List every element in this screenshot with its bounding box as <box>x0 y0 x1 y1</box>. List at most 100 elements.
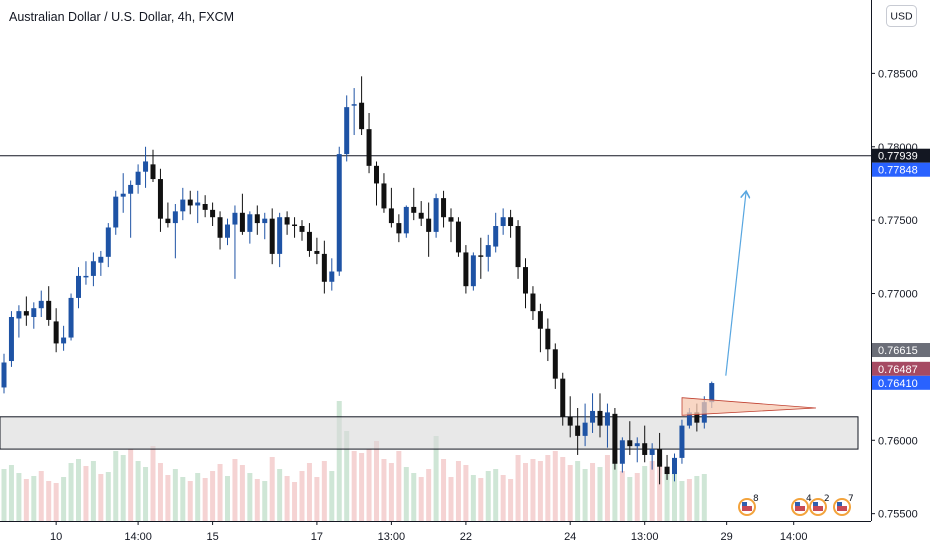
candle-body <box>254 214 260 224</box>
candle-body <box>515 226 521 268</box>
currency-button[interactable]: USD <box>886 5 917 27</box>
candle-body <box>560 378 566 417</box>
volume-bar <box>351 451 357 521</box>
volume-bar <box>411 473 417 521</box>
volume-bar <box>612 459 618 521</box>
volume-bar <box>418 477 424 521</box>
candle-body <box>277 217 283 254</box>
candle-body <box>239 212 245 232</box>
volume-bar <box>269 457 275 521</box>
candle <box>262 212 268 240</box>
event-marker-count: 8 <box>753 494 759 504</box>
event-markers[interactable]: 8 4 2 7 <box>738 494 854 516</box>
candle-body <box>38 300 44 309</box>
candle <box>344 95 350 162</box>
volume-bar <box>76 459 81 521</box>
candle <box>292 217 298 238</box>
support-zone[interactable] <box>0 416 859 450</box>
candle <box>619 437 625 473</box>
volume-bar <box>262 481 268 521</box>
candle-body <box>388 208 394 224</box>
volume-bar <box>232 459 238 521</box>
volume-bar <box>8 465 14 521</box>
triangle-pattern[interactable] <box>681 397 817 416</box>
volume-bar <box>500 475 506 521</box>
volume-bar <box>455 461 461 521</box>
candle <box>575 407 581 455</box>
candle <box>8 311 14 367</box>
volume-bar <box>470 475 476 521</box>
event-marker-count: 7 <box>848 494 854 504</box>
candle-body <box>590 410 596 423</box>
candle <box>195 190 201 224</box>
price-label: 0.77939 <box>872 148 930 163</box>
event-marker[interactable]: 8 <box>738 494 759 516</box>
time-tick-label: 13:00 <box>378 531 406 543</box>
candle-body <box>16 311 22 319</box>
volume-bar <box>426 469 432 521</box>
candle-body <box>493 226 499 247</box>
volume-bar <box>98 474 104 521</box>
volume-bar <box>225 476 230 521</box>
volume-bar <box>292 482 298 521</box>
candle <box>284 211 290 235</box>
price-label-text: 0.76487 <box>878 364 918 376</box>
event-marker[interactable]: 2 <box>809 494 830 516</box>
candle-body <box>98 256 104 263</box>
volume-bar <box>46 481 52 521</box>
event-marker[interactable]: 7 <box>833 494 854 516</box>
candle-body <box>329 271 335 282</box>
candle-body <box>351 104 357 106</box>
price-label-text: 0.77848 <box>878 165 918 177</box>
candle <box>277 212 283 268</box>
candle-body <box>411 206 417 213</box>
time-tick-label: 17 <box>311 531 323 543</box>
volume-bar <box>619 471 625 521</box>
candle-body <box>53 321 59 344</box>
candle-body <box>567 416 573 426</box>
volume-bar <box>396 451 402 521</box>
currency-button-frame[interactable] <box>886 5 917 27</box>
event-marker[interactable]: 4 <box>791 494 812 516</box>
candle-body <box>135 171 141 185</box>
candle <box>560 372 566 426</box>
candle <box>552 343 558 389</box>
volume-bar <box>195 473 201 521</box>
volume-bar <box>180 477 186 521</box>
candle <box>627 421 633 455</box>
volume-bar <box>68 463 74 521</box>
flag-canton-icon <box>837 502 842 506</box>
candle <box>351 88 357 136</box>
volume-bar <box>493 469 499 521</box>
time-scale[interactable]: 10 14:00 15 17 13:00 22 24 13:00 29 14:00 <box>50 521 807 543</box>
currency-button-label[interactable]: USD <box>890 11 913 23</box>
candle <box>306 223 312 257</box>
candle-body <box>441 198 447 218</box>
candle <box>98 250 104 276</box>
projection-arrow[interactable] <box>725 192 746 376</box>
volume-bar <box>172 469 178 521</box>
volume-bar <box>679 481 685 521</box>
candle <box>426 202 432 257</box>
candle <box>530 286 536 320</box>
time-tick-label: 10 <box>50 531 62 543</box>
candle-body <box>232 212 238 225</box>
candle-body <box>433 198 439 232</box>
candle <box>396 214 402 243</box>
candle <box>642 425 648 463</box>
time-tick-label: 24 <box>564 531 576 543</box>
price-tick-label: 0.75500 <box>878 509 918 521</box>
candle-body <box>113 196 119 228</box>
volume-bar <box>202 478 208 521</box>
candle <box>567 396 573 438</box>
volume-bar <box>83 466 89 521</box>
candle-body <box>575 425 581 436</box>
candle-body <box>530 293 536 312</box>
candle-body <box>426 218 432 232</box>
candle <box>649 443 655 470</box>
volume-bar <box>1 469 7 521</box>
candle-body <box>150 164 156 180</box>
volume-bar <box>90 461 96 521</box>
volume-bar <box>247 473 253 521</box>
